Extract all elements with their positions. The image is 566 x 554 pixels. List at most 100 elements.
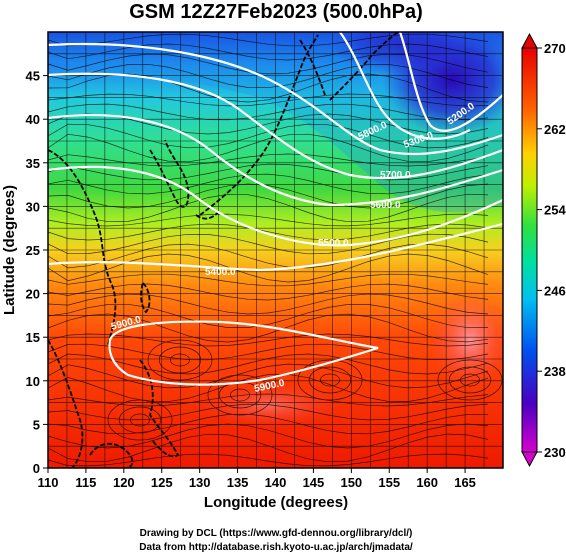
x-tick-label: 155 xyxy=(378,475,400,490)
credit-line-2: Data from http://database.rish.kyoto-u.a… xyxy=(139,542,413,553)
eddy-streamline xyxy=(437,359,503,401)
x-axis-label: Longitude (degrees) xyxy=(204,494,348,511)
streamline xyxy=(48,53,489,75)
streamline xyxy=(48,33,489,47)
streamline xyxy=(48,293,489,315)
colorbar-tick-label: 270 xyxy=(544,41,566,56)
colorbar-ticks: 230 238 246 254 262 270 xyxy=(537,41,566,460)
streamline xyxy=(48,223,489,241)
contour-5500 xyxy=(48,165,503,247)
eddy-streamline xyxy=(170,353,190,367)
eddy-streamline xyxy=(308,366,352,394)
streamline xyxy=(48,273,489,287)
x-tick-label: 145 xyxy=(303,475,325,490)
streamline xyxy=(48,283,489,301)
colorbar-tick-label: 262 xyxy=(544,122,566,137)
y-tick-label: 40 xyxy=(26,112,40,127)
taiwan xyxy=(140,282,151,314)
eddy-streamline xyxy=(230,388,250,402)
x-tick-label: 140 xyxy=(265,475,287,490)
y-tick-label: 35 xyxy=(26,156,40,171)
eddy-streamline xyxy=(297,359,363,401)
y-axis-label: Latitude (degrees) xyxy=(1,185,18,315)
streamline xyxy=(48,233,489,255)
streamline xyxy=(48,103,489,121)
warm-anomaly-1 xyxy=(430,290,503,390)
x-axis-ticks: 110 115 120 125 130 135 140 145 150 155 160 165 xyxy=(38,468,476,490)
contour-label-5700: 5700.0 xyxy=(380,170,411,181)
coastlines xyxy=(48,32,399,468)
eddy-streamline xyxy=(147,339,213,381)
y-tick-label: 45 xyxy=(26,69,40,84)
streamline xyxy=(48,213,489,227)
streamline xyxy=(48,153,489,167)
colorbar-tick-label: 230 xyxy=(544,445,566,460)
x-tick-label: 150 xyxy=(340,475,362,490)
x-tick-label: 125 xyxy=(151,475,173,490)
borneo xyxy=(89,442,134,468)
x-tick-label: 160 xyxy=(416,475,438,490)
streamline xyxy=(48,173,489,195)
y-tick-label: 10 xyxy=(26,374,40,389)
eddy-streamline xyxy=(460,373,480,387)
kuril-kamchatka xyxy=(329,32,399,101)
streamline xyxy=(48,353,489,375)
lat-lon-grid xyxy=(48,32,503,468)
eddy-streamline xyxy=(448,366,492,394)
colorbar-gradient xyxy=(521,47,538,453)
eddy-streamline xyxy=(207,374,273,416)
contour-5300 xyxy=(339,32,471,140)
plot-area: 5200.0 5300.0 5400.0 5500.0 5600.0 5700.… xyxy=(48,32,503,468)
y-tick-label: 15 xyxy=(26,330,40,345)
streamline xyxy=(48,393,489,407)
y-tick-label: 20 xyxy=(26,287,40,302)
streamline xyxy=(48,43,489,61)
contour-5400 xyxy=(48,222,503,272)
height-contours xyxy=(48,32,503,386)
streamline xyxy=(48,253,489,283)
sakhalin xyxy=(299,39,326,96)
x-tick-label: 165 xyxy=(454,475,476,490)
colorbar-max-arrow xyxy=(521,32,538,49)
credit-line-1: Drawing by DCL (https://www.gfd-dennou.o… xyxy=(140,528,413,539)
eddy-streamline xyxy=(158,346,202,374)
contour-5700 xyxy=(48,72,503,180)
contour-5900-ring xyxy=(108,320,379,386)
eddy-streamline xyxy=(107,399,173,441)
korea-peninsula xyxy=(149,139,190,208)
streamline xyxy=(48,333,489,347)
colorbar-tick-label: 238 xyxy=(544,364,566,379)
contour-5200 xyxy=(398,32,503,132)
streamline xyxy=(48,93,489,107)
y-tick-label: 5 xyxy=(33,417,40,432)
philippines xyxy=(139,359,180,458)
eddy-streamline xyxy=(130,413,150,427)
x-tick-label: 110 xyxy=(38,475,59,490)
streamline xyxy=(48,193,489,223)
x-tick-label: 130 xyxy=(189,475,211,490)
eddy-streamline xyxy=(118,406,162,434)
colorbar-tick-label: 254 xyxy=(544,203,566,218)
streamline xyxy=(48,243,489,269)
streamline xyxy=(48,63,489,89)
x-tick-label: 115 xyxy=(75,475,96,490)
contour-5800 xyxy=(48,42,503,156)
streamline xyxy=(48,363,489,389)
streamline xyxy=(48,373,489,403)
indochina xyxy=(48,339,84,468)
x-tick-label: 135 xyxy=(227,475,249,490)
colorbar-tick-label: 246 xyxy=(544,283,566,298)
streamline xyxy=(48,343,489,361)
y-axis-ticks: 0 5 10 15 20 25 30 35 40 45 xyxy=(26,69,48,476)
streamline xyxy=(48,433,489,463)
y-tick-label: 25 xyxy=(26,243,40,258)
streamline xyxy=(48,413,489,435)
colorbar: 230 238 246 254 262 270 xyxy=(521,32,566,468)
plot-title: GSM 12Z27Feb2023 (500.0hPa) xyxy=(129,1,422,23)
contour-label-5500: 5500.0 xyxy=(318,238,349,249)
y-tick-label: 30 xyxy=(26,199,40,214)
contour-label-5600: 5600.0 xyxy=(370,200,401,211)
contour-5600 xyxy=(48,114,503,207)
china-coast xyxy=(48,149,117,346)
